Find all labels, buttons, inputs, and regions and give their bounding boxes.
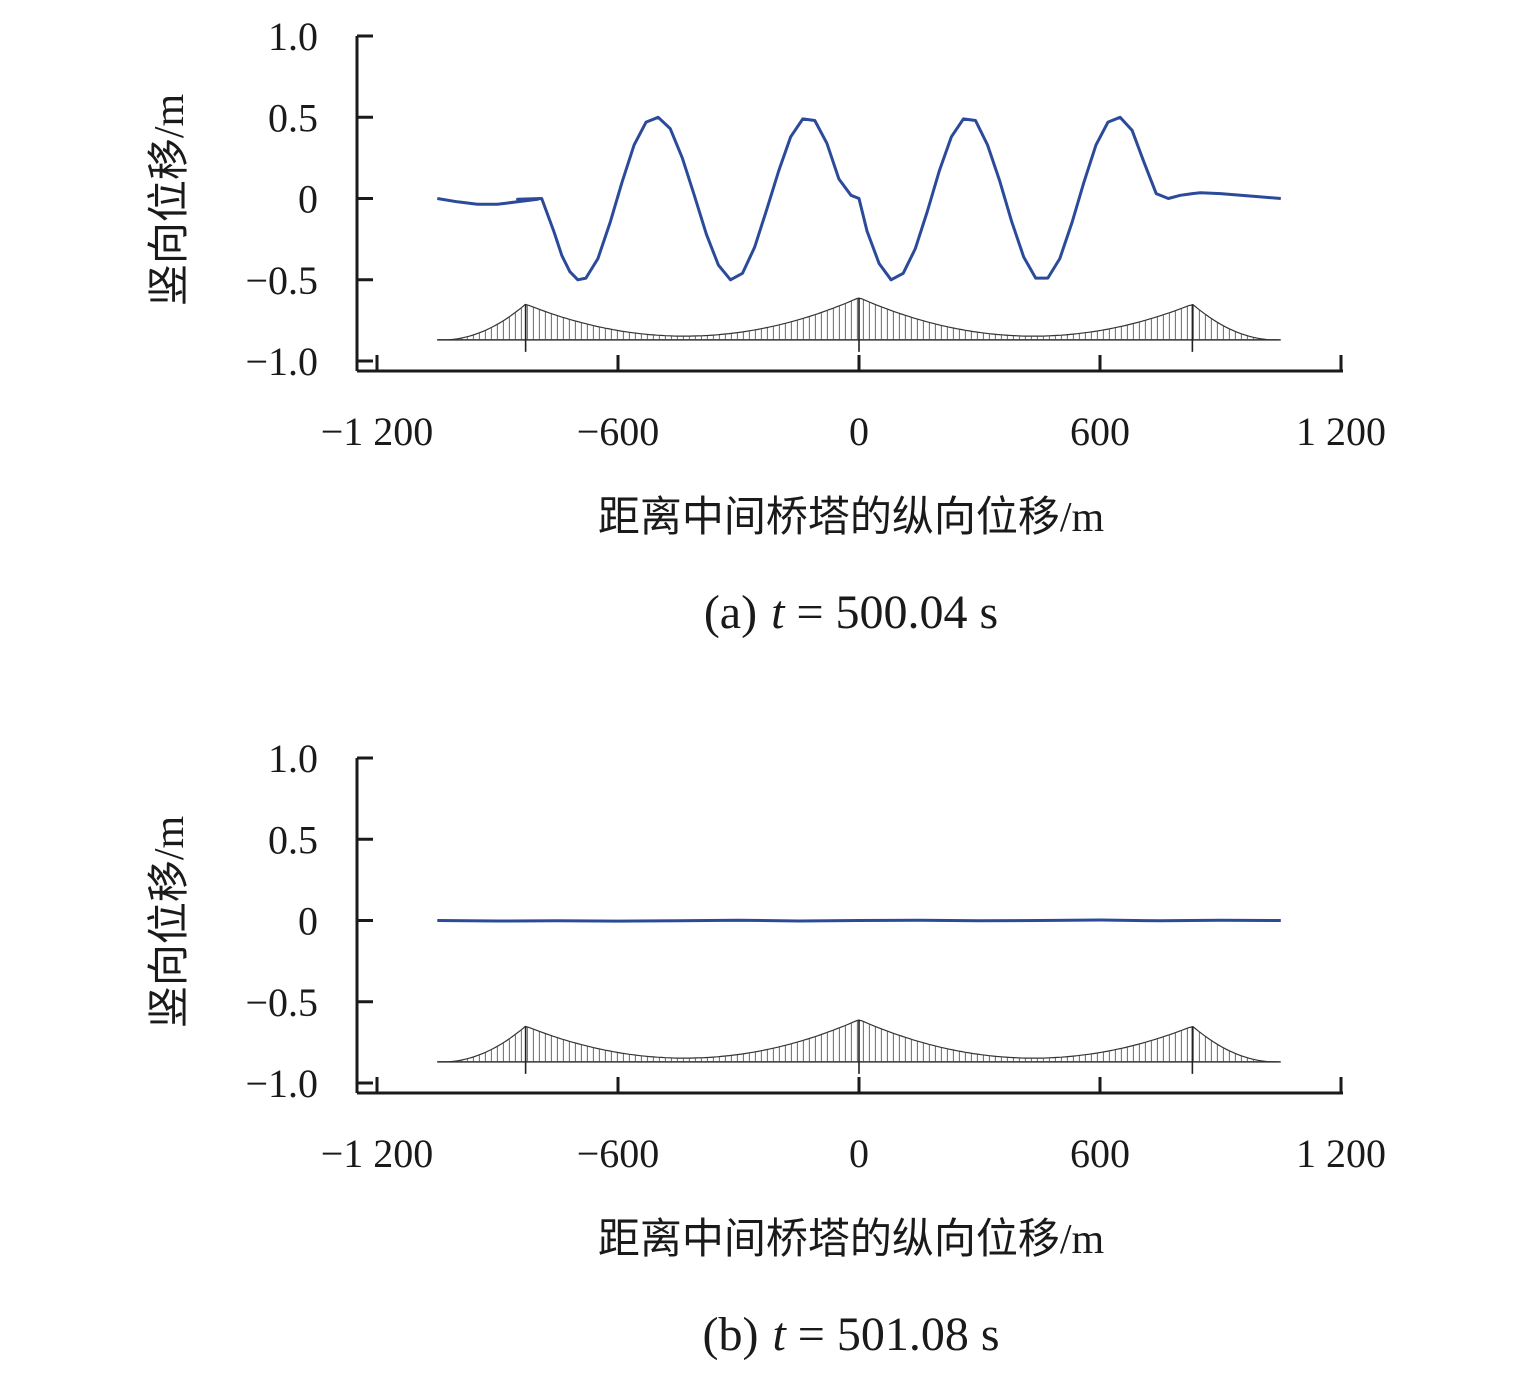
caption-variable: t <box>771 586 786 639</box>
bridge-schematic <box>437 1019 1281 1074</box>
x-tick-label: 1 200 <box>1296 409 1386 454</box>
y-tick-label: 1.0 <box>268 14 318 59</box>
y-tick-label: 0 <box>298 899 318 944</box>
x-tick-label: −600 <box>577 409 660 454</box>
x-tick-label: 600 <box>1070 409 1130 454</box>
caption-value: = 501.08 s <box>798 1308 1000 1361</box>
hangers <box>448 298 1266 340</box>
y-tick-label: −0.5 <box>245 980 318 1025</box>
caption-prefix: (b) <box>702 1308 758 1361</box>
caption-value: = 500.04 s <box>796 586 998 639</box>
displacement-line <box>437 115 1281 282</box>
bridge-schematic <box>437 297 1281 352</box>
caption: (b) t = 501.08 s <box>702 1308 999 1361</box>
x-tick-label: −600 <box>577 1131 660 1176</box>
x-tick-label: 600 <box>1070 1131 1130 1176</box>
y-tick-label: 0.5 <box>268 817 318 862</box>
y-axis-label: 竖向位移/m <box>146 816 193 1029</box>
x-tick-label: −1 200 <box>321 1131 434 1176</box>
caption-variable: t <box>772 1308 787 1361</box>
displacement-line <box>437 918 1281 923</box>
y-tick-label: 0 <box>298 177 318 222</box>
x-tick-label: 0 <box>849 1131 869 1176</box>
hangers <box>448 1020 1266 1062</box>
x-tick-label: 0 <box>849 409 869 454</box>
chart-panel-a: 1.0 0.5 0 −0.5 −1.0−1 200 −600 0 600 1 200 距离中间桥塔… <box>146 14 1386 639</box>
y-tick-label: 0.5 <box>268 95 318 140</box>
chart-panel-b: 1.0 0.5 0 −0.5 −1.0−1 200 −600 0 600 1 200 距离中间桥塔… <box>146 736 1386 1361</box>
x-axis-label: 距离中间桥塔的纵向位移/m <box>598 494 1105 541</box>
caption: (a) t = 500.04 s <box>704 586 998 639</box>
y-tick-label: −0.5 <box>245 258 318 303</box>
y-tick-label: −1.0 <box>245 1061 318 1106</box>
caption-prefix: (a) <box>704 586 757 639</box>
y-tick-label: 1.0 <box>268 736 318 781</box>
y-tick-label: −1.0 <box>245 339 318 384</box>
y-axis-label: 竖向位移/m <box>146 94 193 307</box>
x-axis-label: 距离中间桥塔的纵向位移/m <box>598 1216 1105 1263</box>
x-tick-label: −1 200 <box>321 409 434 454</box>
x-tick-label: 1 200 <box>1296 1131 1386 1176</box>
